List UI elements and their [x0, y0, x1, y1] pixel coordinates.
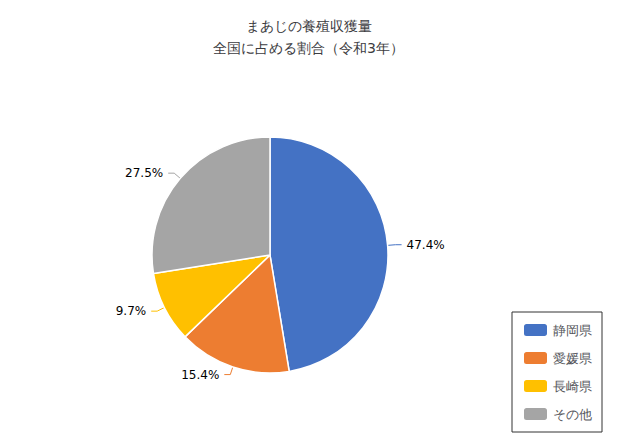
- svg-text:9.7%: 9.7%: [116, 304, 147, 318]
- svg-text:まあじの養殖収獲量: まあじの養殖収獲量: [246, 18, 372, 34]
- svg-text:その他: その他: [553, 407, 592, 422]
- svg-text:静岡県: 静岡県: [553, 323, 592, 338]
- svg-text:全国に占める割合（令和3年）: 全国に占める割合（令和3年）: [213, 40, 404, 56]
- svg-text:15.4%: 15.4%: [181, 368, 219, 382]
- svg-text:愛媛県: 愛媛県: [553, 351, 592, 366]
- svg-text:47.4%: 47.4%: [407, 238, 445, 252]
- svg-text:長崎県: 長崎県: [553, 379, 592, 394]
- svg-text:27.5%: 27.5%: [125, 166, 163, 180]
